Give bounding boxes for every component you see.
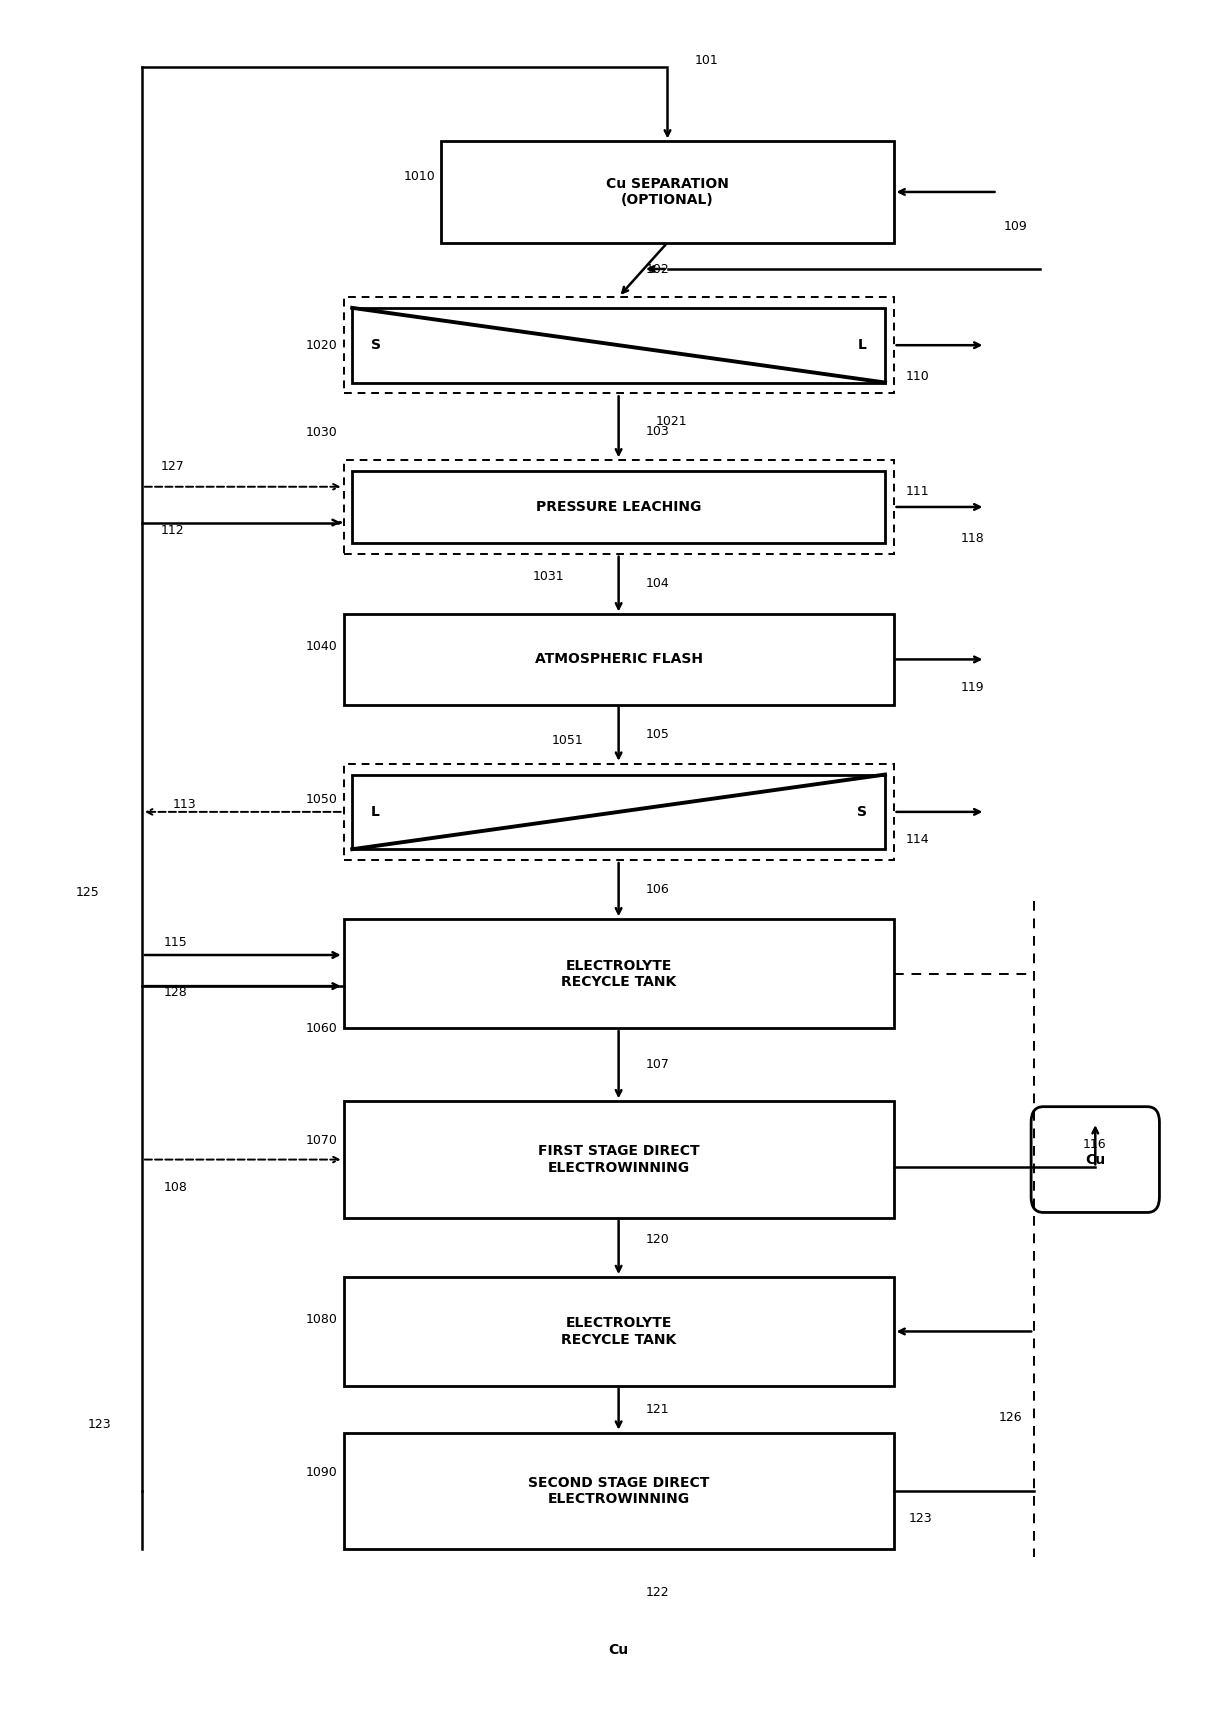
Text: 1051: 1051 xyxy=(551,734,583,746)
Text: 1020: 1020 xyxy=(306,338,338,352)
Text: 1050: 1050 xyxy=(305,793,338,807)
Text: PRESSURE LEACHING: PRESSURE LEACHING xyxy=(535,501,701,515)
Text: 114: 114 xyxy=(905,834,930,846)
Text: 108: 108 xyxy=(164,1181,187,1193)
Text: ELECTROLYTE
RECYCLE TANK: ELECTROLYTE RECYCLE TANK xyxy=(561,1316,676,1347)
Text: ATMOSPHERIC FLASH: ATMOSPHERIC FLASH xyxy=(534,653,703,667)
Text: 104: 104 xyxy=(646,577,669,591)
Text: 1080: 1080 xyxy=(305,1313,338,1326)
Text: 115: 115 xyxy=(164,936,187,950)
Text: 102: 102 xyxy=(646,263,669,276)
Text: 103: 103 xyxy=(646,425,669,439)
Text: L: L xyxy=(370,805,380,819)
Text: Cu SEPARATION
(OPTIONAL): Cu SEPARATION (OPTIONAL) xyxy=(606,176,729,207)
Text: L: L xyxy=(858,338,867,352)
Bar xyxy=(1044,1123,1148,1197)
Text: 1060: 1060 xyxy=(306,1022,338,1034)
Text: 110: 110 xyxy=(905,370,930,383)
Text: 126: 126 xyxy=(998,1411,1022,1423)
Text: ELECTROLYTE
RECYCLE TANK: ELECTROLYTE RECYCLE TANK xyxy=(561,958,676,990)
Text: 1030: 1030 xyxy=(306,427,338,439)
Text: 121: 121 xyxy=(646,1402,669,1416)
Text: 127: 127 xyxy=(160,459,184,473)
Text: 123: 123 xyxy=(908,1513,932,1525)
Text: 112: 112 xyxy=(160,523,184,537)
Text: 105: 105 xyxy=(646,727,669,741)
Text: 119: 119 xyxy=(960,680,985,694)
Text: 1040: 1040 xyxy=(306,641,338,653)
Text: S: S xyxy=(856,805,867,819)
Bar xyxy=(352,471,884,542)
Text: 109: 109 xyxy=(1003,219,1028,233)
Text: Cu: Cu xyxy=(609,1644,628,1658)
Text: 111: 111 xyxy=(905,485,930,497)
Bar xyxy=(441,142,893,242)
Bar xyxy=(352,307,884,382)
Bar xyxy=(343,763,893,860)
Text: Cu: Cu xyxy=(1085,1152,1105,1166)
Text: 123: 123 xyxy=(88,1418,111,1432)
Text: 1031: 1031 xyxy=(533,570,565,584)
Bar xyxy=(352,774,884,850)
Bar xyxy=(343,1102,893,1218)
Bar xyxy=(343,1433,893,1549)
Text: 1021: 1021 xyxy=(655,414,687,428)
Bar xyxy=(343,297,893,394)
Text: 1090: 1090 xyxy=(306,1466,338,1478)
Text: 116: 116 xyxy=(1083,1138,1106,1150)
Text: 113: 113 xyxy=(173,798,196,810)
FancyBboxPatch shape xyxy=(1031,1107,1159,1212)
Text: 1010: 1010 xyxy=(403,169,435,183)
Bar xyxy=(343,919,893,1028)
Text: 125: 125 xyxy=(76,886,99,900)
Bar xyxy=(343,461,893,554)
Bar xyxy=(343,615,893,705)
Text: 101: 101 xyxy=(695,54,718,67)
Bar xyxy=(343,1276,893,1385)
Text: FIRST STAGE DIRECT
ELECTROWINNING: FIRST STAGE DIRECT ELECTROWINNING xyxy=(538,1145,699,1174)
Text: S: S xyxy=(370,338,381,352)
Text: 107: 107 xyxy=(646,1059,669,1071)
Text: 128: 128 xyxy=(164,986,187,998)
Text: 122: 122 xyxy=(646,1587,669,1599)
Text: 106: 106 xyxy=(646,882,669,896)
Text: SECOND STAGE DIRECT
ELECTROWINNING: SECOND STAGE DIRECT ELECTROWINNING xyxy=(528,1477,709,1506)
Text: 120: 120 xyxy=(646,1233,669,1247)
Text: 1070: 1070 xyxy=(305,1135,338,1147)
FancyBboxPatch shape xyxy=(555,1597,682,1703)
Text: 118: 118 xyxy=(960,532,985,544)
